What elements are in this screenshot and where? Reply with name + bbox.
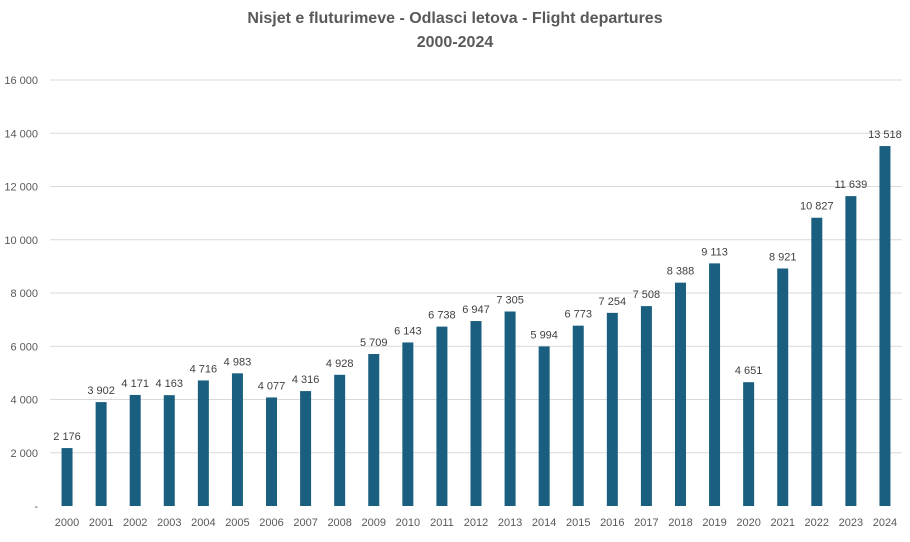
bar bbox=[504, 311, 516, 506]
x-tick-label: 2010 bbox=[396, 517, 420, 529]
x-tick-label: 2018 bbox=[668, 517, 692, 529]
y-tick-label: 12 000 bbox=[4, 182, 38, 194]
bar bbox=[368, 353, 380, 506]
bar bbox=[572, 325, 584, 506]
bar bbox=[640, 306, 652, 506]
data-label: 4 928 bbox=[326, 358, 354, 370]
y-tick-label: 4 000 bbox=[10, 395, 38, 407]
bar bbox=[811, 217, 823, 506]
data-label: 6 143 bbox=[394, 325, 422, 337]
bar bbox=[538, 346, 550, 506]
y-tick-label: - bbox=[34, 501, 38, 513]
data-label: 4 716 bbox=[190, 363, 218, 375]
x-tick-label: 2024 bbox=[873, 517, 897, 529]
y-tick-label: 6 000 bbox=[10, 341, 38, 353]
data-label: 4 983 bbox=[224, 356, 252, 368]
data-label: 4 163 bbox=[156, 378, 184, 390]
data-label: 13 518 bbox=[868, 129, 902, 141]
data-label: 6 773 bbox=[564, 309, 592, 321]
x-tick-label: 2014 bbox=[532, 517, 556, 529]
x-tick-label: 2008 bbox=[327, 517, 351, 529]
bar bbox=[845, 196, 857, 506]
data-label: 7 305 bbox=[496, 295, 524, 307]
bar bbox=[879, 146, 891, 506]
x-tick-label: 2003 bbox=[157, 517, 181, 529]
bar bbox=[743, 382, 755, 506]
x-tick-label: 2007 bbox=[293, 517, 317, 529]
data-label: 10 827 bbox=[800, 201, 834, 213]
data-label: 8 388 bbox=[667, 266, 695, 278]
x-tick-label: 2002 bbox=[123, 517, 147, 529]
data-label: 4 077 bbox=[258, 380, 286, 392]
x-tick-label: 2013 bbox=[498, 517, 522, 529]
y-tick-label: 2 000 bbox=[10, 448, 38, 460]
bar bbox=[61, 448, 73, 506]
y-tick-label: 16 000 bbox=[4, 75, 38, 87]
chart-subtitle: 2000-2024 bbox=[416, 34, 494, 51]
x-tick-label: 2000 bbox=[55, 517, 79, 529]
x-tick-label: 2005 bbox=[225, 517, 249, 529]
bar bbox=[402, 342, 414, 506]
data-label: 9 113 bbox=[701, 246, 728, 258]
bar bbox=[197, 380, 209, 506]
y-tick-label: 14 000 bbox=[4, 128, 38, 140]
bar bbox=[231, 373, 243, 506]
data-label: 8 921 bbox=[769, 251, 797, 263]
x-tick-label: 2015 bbox=[566, 517, 590, 529]
x-tick-label: 2021 bbox=[770, 517, 794, 529]
data-label: 7 508 bbox=[633, 289, 661, 301]
bar bbox=[163, 395, 175, 506]
x-tick-label: 2019 bbox=[702, 517, 726, 529]
x-tick-label: 2023 bbox=[839, 517, 863, 529]
data-label: 6 738 bbox=[428, 310, 456, 322]
data-label: 7 254 bbox=[599, 296, 627, 308]
data-label: 4 651 bbox=[735, 365, 763, 377]
bar bbox=[95, 402, 107, 506]
bar bbox=[266, 397, 278, 506]
x-tick-label: 2012 bbox=[464, 517, 488, 529]
data-label: 2 176 bbox=[53, 431, 81, 443]
bar bbox=[129, 394, 141, 506]
data-label: 6 947 bbox=[462, 304, 490, 316]
bar bbox=[436, 326, 448, 506]
x-tick-label: 2009 bbox=[362, 517, 386, 529]
x-tick-label: 2022 bbox=[805, 517, 829, 529]
bar bbox=[470, 321, 482, 506]
data-label: 4 316 bbox=[292, 374, 320, 386]
x-tick-label: 2020 bbox=[736, 517, 760, 529]
x-tick-label: 2001 bbox=[89, 517, 113, 529]
y-tick-label: 8 000 bbox=[10, 288, 38, 300]
bar bbox=[334, 374, 346, 506]
data-label: 5 994 bbox=[530, 329, 558, 341]
bar bbox=[606, 312, 618, 506]
x-tick-label: 2017 bbox=[634, 517, 658, 529]
bar bbox=[709, 263, 721, 506]
data-label: 5 709 bbox=[360, 337, 388, 349]
x-tick-label: 2016 bbox=[600, 517, 624, 529]
data-label: 11 639 bbox=[834, 179, 867, 191]
data-label: 4 171 bbox=[121, 378, 149, 390]
bar bbox=[300, 391, 312, 506]
chart-title: Nisjet e fluturimeve - Odlasci letova - … bbox=[247, 10, 663, 27]
x-tick-label: 2006 bbox=[259, 517, 283, 529]
x-tick-label: 2011 bbox=[430, 517, 454, 529]
bar bbox=[674, 282, 686, 506]
y-tick-label: 10 000 bbox=[4, 235, 38, 247]
bar bbox=[777, 268, 789, 506]
x-tick-label: 2004 bbox=[191, 517, 215, 529]
data-label: 3 902 bbox=[87, 385, 115, 397]
